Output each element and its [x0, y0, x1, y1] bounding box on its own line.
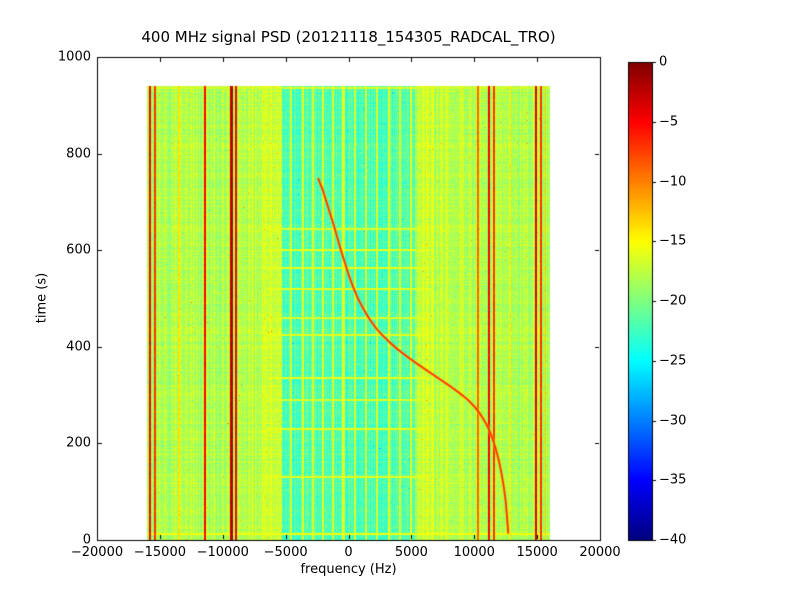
colorbar-tick-label: −35	[659, 472, 687, 488]
y-tick-label: 1000	[57, 49, 91, 65]
x-axis-label: frequency (Hz)	[300, 562, 397, 577]
x-tick-label: 20000	[579, 545, 621, 560]
colorbar-tick-label: −30	[659, 413, 687, 428]
y-tick-label: 600	[66, 242, 91, 258]
colorbar-tick-label: −5	[659, 114, 679, 130]
colorbar-tick-label: −20	[659, 293, 687, 309]
y-tick-label: 200	[66, 435, 91, 451]
x-tick-label: −5000	[263, 545, 308, 560]
colorbar-tick-label: 0	[659, 54, 668, 70]
y-tick-label: 0	[82, 532, 91, 548]
colorbar-tick-label: −25	[659, 353, 687, 369]
x-tick-label: 15000	[516, 545, 558, 560]
colorbar-tick-label: −15	[659, 233, 687, 249]
x-tick-label: −20000	[70, 545, 124, 560]
x-tick-label: 0	[344, 545, 353, 560]
colorbar-tick-label: −10	[659, 174, 687, 189]
x-tick-label: 5000	[394, 545, 428, 560]
chart-title: 400 MHz signal PSD (20121118_154305_RADC…	[141, 28, 556, 46]
x-tick-label: −15000	[133, 545, 186, 560]
x-tick-label: −10000	[196, 545, 249, 560]
y-tick-label: 800	[66, 146, 91, 162]
colorbar-tick-label: −40	[659, 532, 687, 548]
x-tick-label: 10000	[453, 545, 495, 560]
y-tick-label: 400	[66, 339, 91, 355]
y-axis-label: time (s)	[34, 272, 50, 324]
